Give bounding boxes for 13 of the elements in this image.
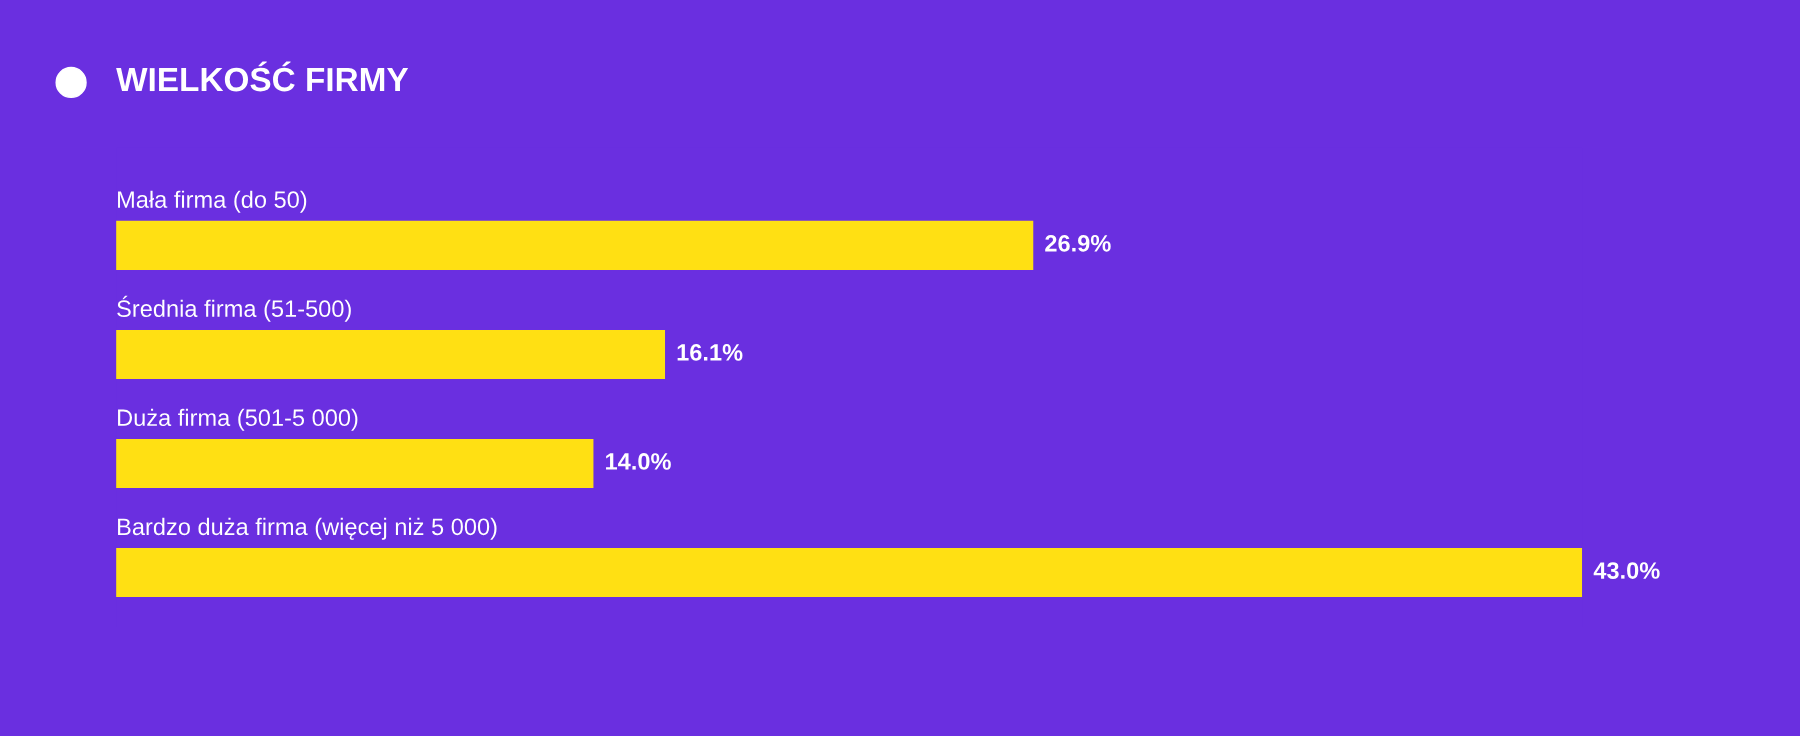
- y-tick-label: Bardzo duża firma (więcej niż 5 000): [118, 517, 497, 540]
- y-tick-label: Duża firma (501-5 000): [118, 408, 358, 431]
- bar: [116, 329, 666, 379]
- y-tick-label: Średnia firma (51-500): [117, 295, 351, 322]
- data-label: 43.0%: [1593, 562, 1660, 579]
- data-label: 26.9%: [1045, 234, 1111, 252]
- data-label: 14.0%: [606, 453, 671, 470]
- bar: [116, 548, 1583, 598]
- bar: [116, 220, 1034, 270]
- data-label: 16.1%: [677, 344, 743, 361]
- y-tick-label: Mała firma (do 50): [118, 190, 307, 213]
- chart-title: WIELKOŚĆ FIRMY: [116, 61, 409, 92]
- bar: [116, 438, 594, 489]
